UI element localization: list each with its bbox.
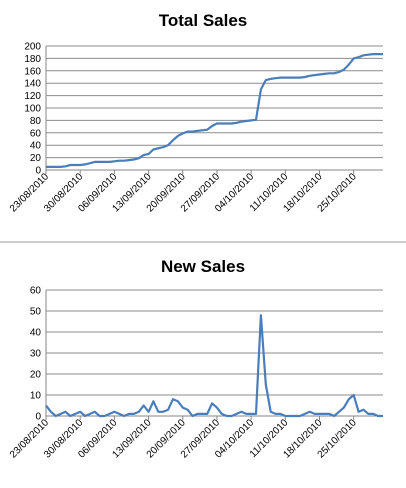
y-tick-label: 80 — [30, 116, 42, 127]
y-tick-label: 20 — [30, 370, 42, 381]
chart-title: New Sales — [161, 257, 245, 276]
series-line — [46, 52, 383, 168]
series-line — [45, 314, 383, 418]
y-tick-label: 40 — [30, 141, 42, 152]
y-tick-label: 40 — [30, 328, 42, 339]
new-sales-chart: New Sales 010203040506023/08/201030/08/2… — [8, 257, 384, 461]
y-tick-label: 60 — [30, 128, 42, 139]
y-tick-label: 0 — [35, 412, 41, 423]
y-tick-label: 180 — [24, 54, 41, 65]
y-tick-label: 160 — [24, 66, 41, 77]
y-tick-label: 0 — [35, 166, 41, 177]
y-tick-label: 30 — [30, 349, 42, 360]
y-tick-label: 100 — [24, 104, 41, 115]
y-tick-label: 20 — [30, 153, 42, 164]
chart-title: Total Sales — [159, 11, 248, 30]
y-tick-label: 60 — [30, 286, 42, 297]
y-tick-label: 140 — [24, 79, 41, 90]
y-tick-label: 10 — [30, 391, 42, 402]
y-tick-label: 120 — [24, 91, 41, 102]
y-tick-label: 200 — [24, 42, 41, 53]
total-sales-chart: Total Sales 0204060801001201401601802002… — [8, 11, 384, 215]
y-tick-label: 50 — [30, 307, 42, 318]
